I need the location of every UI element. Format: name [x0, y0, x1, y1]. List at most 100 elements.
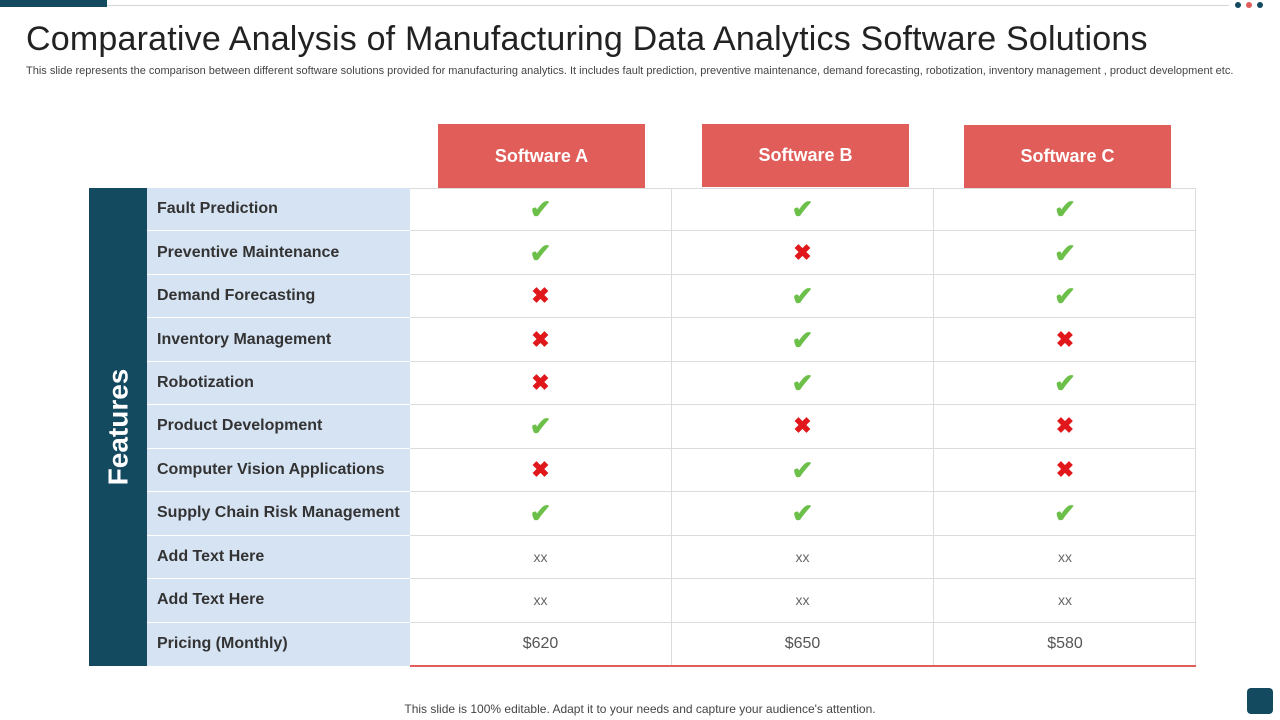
check-icon: ✔: [791, 194, 814, 225]
placeholder-value: xx: [533, 548, 548, 565]
cross-icon: ✖: [531, 326, 550, 352]
cross-icon: ✖: [531, 370, 550, 396]
table-cell: ✔: [934, 231, 1196, 275]
check-icon: ✔: [791, 454, 814, 485]
table-row: Add Text Here xx xx xx: [147, 579, 1196, 623]
table-row: Product Development ✔ ✖ ✖: [147, 405, 1196, 449]
corner-logo-box: [1247, 688, 1273, 714]
table-cell: xx: [934, 536, 1196, 580]
table-row: Fault Prediction ✔ ✔ ✔: [147, 188, 1196, 232]
column-header-software-a: Software A: [438, 124, 645, 188]
feature-label: Supply Chain Risk Management: [147, 492, 410, 536]
top-divider-line: [107, 5, 1229, 6]
placeholder-value: xx: [795, 592, 810, 609]
table-cell: ✖: [672, 231, 934, 275]
table-cell: ✔: [410, 492, 672, 536]
check-icon: ✔: [1054, 237, 1076, 268]
column-header-software-c: Software C: [964, 125, 1171, 188]
table-cell: ✔: [672, 318, 934, 362]
table-cell: ✖: [934, 318, 1196, 362]
table-row: Robotization ✖ ✔ ✔: [147, 361, 1196, 406]
table-cell: ✔: [934, 275, 1196, 319]
price-value: $650: [784, 635, 821, 653]
table-cell: xx: [410, 535, 672, 580]
table-cell: ✔: [672, 448, 934, 493]
footer-note: This slide is 100% editable. Adapt it to…: [404, 702, 876, 716]
check-icon: ✔: [1054, 194, 1076, 225]
cross-icon: ✖: [531, 283, 550, 309]
features-label-text: Features: [102, 368, 133, 486]
top-accent-bar: [0, 0, 107, 7]
dot-icon: [1246, 2, 1252, 8]
cross-icon: ✖: [1055, 456, 1075, 482]
feature-label: Fault Prediction: [147, 188, 410, 232]
cross-icon: ✖: [793, 413, 812, 439]
price-value: $580: [1047, 635, 1083, 653]
placeholder-value: xx: [533, 592, 548, 609]
price-value: $620: [522, 635, 559, 653]
placeholder-value: xx: [1058, 592, 1072, 609]
feature-column-background: [147, 188, 410, 666]
table-cell: xx: [934, 579, 1196, 623]
table-cell: ✖: [934, 405, 1196, 449]
table-cell: $580: [934, 623, 1196, 666]
feature-label: Product Development: [147, 405, 410, 449]
table-cell: ✔: [672, 492, 934, 536]
table-row: Preventive Maintenance ✔ ✖ ✔: [147, 231, 1196, 275]
check-icon: ✔: [1054, 498, 1076, 529]
cross-icon: ✖: [1055, 326, 1075, 352]
check-icon: ✔: [791, 498, 814, 529]
check-icon: ✔: [529, 411, 552, 442]
placeholder-value: xx: [1058, 548, 1072, 565]
page-title: Comparative Analysis of Manufacturing Da…: [26, 20, 1148, 58]
dot-icon: [1235, 2, 1241, 8]
table-cell: ✔: [934, 362, 1196, 406]
column-header-software-b: Software B: [702, 124, 909, 187]
check-icon: ✔: [529, 498, 552, 529]
dot-icon: [1257, 2, 1263, 8]
table-cell: ✔: [410, 188, 672, 232]
table-row: Pricing (Monthly) $620 $650 $580: [147, 622, 1196, 666]
check-icon: ✔: [791, 281, 814, 312]
table-cell: ✔: [410, 405, 672, 449]
check-icon: ✔: [791, 324, 814, 355]
table-row: Supply Chain Risk Management ✔ ✔ ✔: [147, 492, 1196, 536]
check-icon: ✔: [1054, 281, 1076, 312]
feature-label: Inventory Management: [147, 318, 410, 362]
feature-label: Preventive Maintenance: [147, 231, 410, 275]
feature-label: Pricing (Monthly): [157, 635, 288, 653]
feature-label: Robotization: [147, 362, 410, 406]
page-subtitle: This slide represents the comparison bet…: [26, 65, 1234, 77]
table-cell: ✖: [672, 405, 934, 449]
cross-icon: ✖: [1055, 413, 1075, 439]
table-row: Add Text Here xx xx xx: [147, 535, 1196, 580]
table-row: Computer Vision Applications ✖ ✔ ✖: [147, 448, 1196, 493]
table-cell: ✔: [672, 361, 934, 406]
table-row: Demand Forecasting ✖ ✔ ✔: [147, 274, 1196, 319]
feature-label: Add Text Here: [147, 579, 410, 623]
table-cell: $620: [410, 622, 672, 666]
table-cell: ✖: [934, 449, 1196, 493]
features-side-label: Features: [89, 188, 147, 666]
table-cell: ✖: [410, 448, 672, 493]
placeholder-value: xx: [795, 548, 810, 565]
table-cell: ✔: [672, 188, 934, 232]
feature-label: Add Text Here: [147, 536, 410, 580]
table-cell: ✔: [672, 274, 934, 319]
table-cell: $650: [672, 622, 934, 666]
cross-icon: ✖: [793, 239, 812, 265]
table-cell: ✔: [934, 188, 1196, 232]
table-cell: ✖: [410, 361, 672, 406]
decorative-dots: [1235, 2, 1279, 10]
table-cell: xx: [672, 535, 934, 580]
check-icon: ✔: [529, 237, 552, 268]
table-cell: xx: [672, 579, 934, 623]
table-bottom-accent: [410, 665, 1196, 667]
cross-icon: ✖: [531, 456, 550, 482]
check-icon: ✔: [1054, 368, 1076, 399]
feature-label: Computer Vision Applications: [147, 449, 410, 493]
table-cell: xx: [410, 579, 672, 623]
table-cell: ✔: [410, 231, 672, 275]
table-cell: ✖: [410, 274, 672, 319]
check-icon: ✔: [529, 194, 552, 225]
